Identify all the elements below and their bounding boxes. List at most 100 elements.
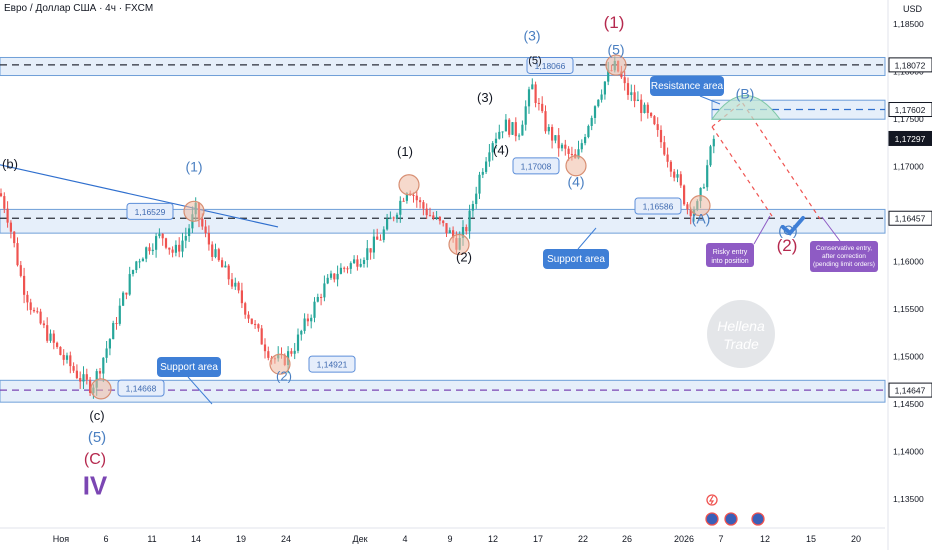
wave-label: (2) xyxy=(276,368,292,383)
candle-body xyxy=(706,165,709,188)
candle-body xyxy=(155,236,158,250)
x-axis-tick-label: 20 xyxy=(851,534,861,544)
candle-body xyxy=(240,290,243,304)
pivot-marker[interactable] xyxy=(90,378,112,400)
flash-event-glyph xyxy=(708,495,715,505)
candle-body xyxy=(498,131,501,139)
candle-body xyxy=(326,277,329,284)
candle-body xyxy=(646,104,649,113)
candle-body xyxy=(346,268,349,270)
candle-body xyxy=(6,208,9,223)
candle-body xyxy=(686,204,689,210)
candle-body xyxy=(488,152,491,162)
candle-body xyxy=(405,193,408,201)
candle-body xyxy=(683,185,686,205)
candle-body xyxy=(630,92,633,95)
candle-body xyxy=(181,240,184,252)
candle-body xyxy=(623,77,626,84)
wave-label: (2) xyxy=(777,236,798,255)
risky-entry-box xyxy=(706,243,754,267)
candle-body xyxy=(207,232,210,245)
price-level-tag xyxy=(888,57,932,73)
economic-event-icon[interactable] xyxy=(751,512,765,526)
candle-body xyxy=(607,70,610,82)
candle-body xyxy=(141,258,144,262)
candle-body xyxy=(89,379,92,393)
candle-body xyxy=(221,260,224,268)
candle-body xyxy=(412,195,415,197)
x-axis-tick-label: 15 xyxy=(806,534,816,544)
candle-body xyxy=(382,229,385,240)
candle-body xyxy=(356,259,359,267)
candle-body xyxy=(494,138,498,144)
candle-body xyxy=(254,323,257,325)
risky-entry-text: Risky entry xyxy=(713,249,748,256)
candle-body xyxy=(211,244,214,257)
candle-body xyxy=(164,238,168,248)
pivot-marker[interactable] xyxy=(398,174,420,196)
candle-body xyxy=(46,325,49,341)
candle-body xyxy=(62,354,65,360)
candle-body xyxy=(122,292,125,306)
candle-body xyxy=(135,261,138,271)
candle-body xyxy=(689,209,692,217)
support-callout-1-box xyxy=(157,357,221,377)
x-axis-tick-label: 12 xyxy=(760,534,770,544)
candle-body xyxy=(669,161,672,172)
x-axis-tick-label: 4 xyxy=(402,534,407,544)
candle-body xyxy=(580,143,583,150)
economic-event-icon[interactable] xyxy=(705,512,719,526)
support-callout-2-box xyxy=(543,249,609,269)
candle-body xyxy=(227,265,230,280)
candle-body xyxy=(679,174,682,186)
watermark-text: Trade xyxy=(723,336,759,352)
resistance-dome xyxy=(711,95,781,120)
pivot-marker[interactable] xyxy=(605,54,627,76)
candle-body xyxy=(300,330,303,335)
pivot-marker[interactable] xyxy=(269,353,291,375)
pivot-marker[interactable] xyxy=(689,195,711,217)
pivot-marker[interactable] xyxy=(448,233,470,256)
candle-body xyxy=(75,370,78,379)
candle-body xyxy=(72,366,75,371)
candle-body xyxy=(329,273,333,278)
wave-label: (A) xyxy=(692,211,711,227)
support-callout-2-text: Support area xyxy=(547,254,605,265)
projection-path xyxy=(711,101,821,220)
candle-body xyxy=(709,146,712,166)
candle-body xyxy=(415,195,418,201)
candle-body xyxy=(320,296,323,298)
trend-line[interactable] xyxy=(0,164,279,228)
flash-event-icon[interactable] xyxy=(706,494,718,506)
x-axis-tick-label: 2026 xyxy=(674,534,694,544)
candle-body xyxy=(49,333,52,341)
pivot-marker[interactable] xyxy=(565,155,587,177)
candle-body xyxy=(237,282,240,291)
price-level-tag-label: 1,17297 xyxy=(895,134,926,144)
conservative-entry-text: after correction xyxy=(822,253,866,260)
price-tag-label: 1,16586 xyxy=(643,201,674,211)
candle-body xyxy=(366,248,369,261)
candle-body xyxy=(148,247,151,252)
economic-event-icon[interactable] xyxy=(724,512,738,526)
candle-body xyxy=(643,104,646,113)
candle-body xyxy=(650,112,653,117)
candle-body xyxy=(224,265,227,268)
candle-body xyxy=(339,267,342,274)
x-axis-tick-label: 24 xyxy=(281,534,291,544)
candle-body xyxy=(699,187,702,202)
candle-body xyxy=(587,125,590,138)
candle-body xyxy=(461,227,465,238)
candle-body xyxy=(531,84,534,90)
conservative-entry-box xyxy=(810,241,878,272)
candle-body xyxy=(491,143,494,153)
candle-body xyxy=(376,236,379,240)
candle-body xyxy=(217,249,220,261)
candle-body xyxy=(673,171,676,178)
candle-body xyxy=(666,154,669,162)
candle-body xyxy=(234,282,237,287)
pivot-marker[interactable] xyxy=(183,200,205,222)
price-level-tag xyxy=(888,102,932,118)
wave-label: (5) xyxy=(88,429,106,446)
